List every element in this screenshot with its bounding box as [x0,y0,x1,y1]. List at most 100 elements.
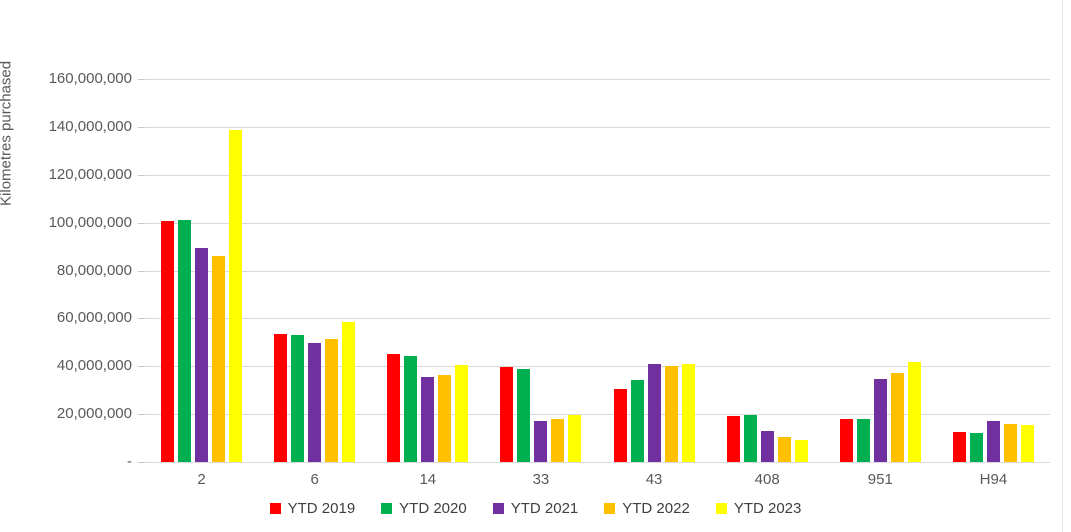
bar-ytd-2020-43 [630,380,644,462]
bar-ytd-2022-14 [438,375,452,462]
y-tick-mark [138,79,146,80]
window-edge-divider [1062,0,1063,532]
bar-group-6 [274,322,356,462]
bar-ytd-2021-33 [534,421,548,462]
legend-item-ytd-2023: YTD 2023 [715,500,802,517]
y-tick-label: 80,000,000 [56,261,132,279]
bar-ytd-2022-43 [664,366,678,462]
x-axis-label-951: 951 [867,471,893,488]
bar-group-408 [726,415,808,462]
y-tick-mark [138,318,146,320]
y-tick-label: 20,000,000 [56,405,132,423]
bar-ytd-2022-951 [890,373,904,462]
bar-ytd-2022-33 [551,419,565,462]
y-tick-label: 40,000,000 [56,357,132,375]
bar-group-43 [613,364,695,462]
x-axis-label-14: 14 [419,471,437,488]
gridline [145,270,1050,272]
gridline [145,126,1050,128]
x-axis-label-2: 2 [197,471,206,488]
gridline [145,366,1050,368]
legend-item-ytd-2019: YTD 2019 [269,500,356,517]
bar-ytd-2019-408 [726,416,740,462]
bar-ytd-2023-H94 [1020,425,1034,462]
y-tick-mark [138,174,146,176]
bar-ytd-2021-951 [873,379,887,462]
legend-label: YTD 2019 [287,500,356,517]
legend-item-ytd-2022: YTD 2022 [604,500,690,517]
x-axis-label-43: 43 [645,471,663,488]
bar-ytd-2020-408 [743,415,757,462]
bar-ytd-2023-6 [342,322,356,462]
gridline [145,222,1050,224]
bar-ytd-2023-43 [681,364,695,462]
bar-ytd-2020-14 [404,356,418,462]
legend-swatch-icon [269,503,281,514]
bar-ytd-2023-2 [229,130,243,462]
x-axis-label-H94: H94 [979,471,1008,488]
bar-ytd-2020-2 [178,220,192,462]
bar-group-H94 [952,421,1034,462]
y-tick-label: 60,000,000 [56,309,132,327]
y-tick-mark [138,222,146,224]
gridline [145,462,1050,463]
bar-group-33 [500,367,582,462]
gridline [145,318,1050,320]
bar-ytd-2020-H94 [969,433,983,462]
bar-ytd-2019-2 [161,221,175,462]
y-tick-mark [138,126,146,128]
bar-ytd-2019-6 [274,334,288,462]
bar-ytd-2019-33 [500,367,514,462]
legend-item-ytd-2020: YTD 2020 [381,500,467,517]
bar-ytd-2023-951 [907,362,921,462]
legend-label: YTD 2022 [622,500,690,517]
bar-ytd-2023-14 [455,365,469,462]
bar-ytd-2019-14 [387,354,401,462]
y-tick-label: 120,000,000 [48,165,132,183]
gridline [145,414,1050,416]
x-axis-label-33: 33 [532,471,550,488]
bar-ytd-2022-408 [777,437,791,462]
bar-ytd-2021-H94 [986,421,1000,462]
bar-ytd-2022-H94 [1003,424,1017,462]
bar-ytd-2023-33 [568,415,582,462]
bar-ytd-2023-408 [794,440,808,462]
legend-swatch-icon [381,503,393,514]
plot-area [145,79,1050,463]
bar-ytd-2021-43 [647,364,661,462]
legend-label: YTD 2021 [510,500,579,517]
y-tick-mark [138,366,146,368]
legend-swatch-icon [492,503,504,514]
y-tick-label: 100,000,000 [48,213,132,231]
legend-item-ytd-2021: YTD 2021 [492,500,579,517]
bar-ytd-2021-6 [308,343,322,462]
bar-group-2 [161,130,243,462]
bar-ytd-2020-951 [856,419,870,462]
legend-swatch-icon [604,503,616,514]
bar-ytd-2019-951 [839,419,853,462]
y-tick-label: - [127,453,132,470]
bar-ytd-2020-6 [291,335,305,462]
bar-ytd-2021-408 [760,431,774,462]
bar-ytd-2021-14 [421,377,435,462]
bar-ytd-2019-H94 [952,432,966,462]
legend-label: YTD 2020 [399,500,467,517]
y-tick-mark [138,414,146,416]
legend: YTD 2019 YTD 2020 YTD 2021 YTD 2022 YTD 2023 [0,500,1071,517]
bar-group-951 [839,362,921,462]
legend-label: YTD 2023 [733,500,802,517]
x-axis-label-408: 408 [754,471,780,488]
y-tick-label: 160,000,000 [48,70,132,87]
legend-swatch-icon [715,503,727,514]
bar-ytd-2021-2 [195,248,209,462]
bar-ytd-2020-33 [517,369,531,462]
x-axis-label-6: 6 [310,471,319,488]
bar-ytd-2019-43 [613,389,627,462]
bar-ytd-2022-6 [325,339,339,462]
bar-group-14 [387,354,469,462]
y-tick-label: 140,000,000 [48,117,132,135]
gridline [145,174,1050,176]
bar-ytd-2022-2 [212,256,226,462]
y-tick-mark [138,462,146,463]
